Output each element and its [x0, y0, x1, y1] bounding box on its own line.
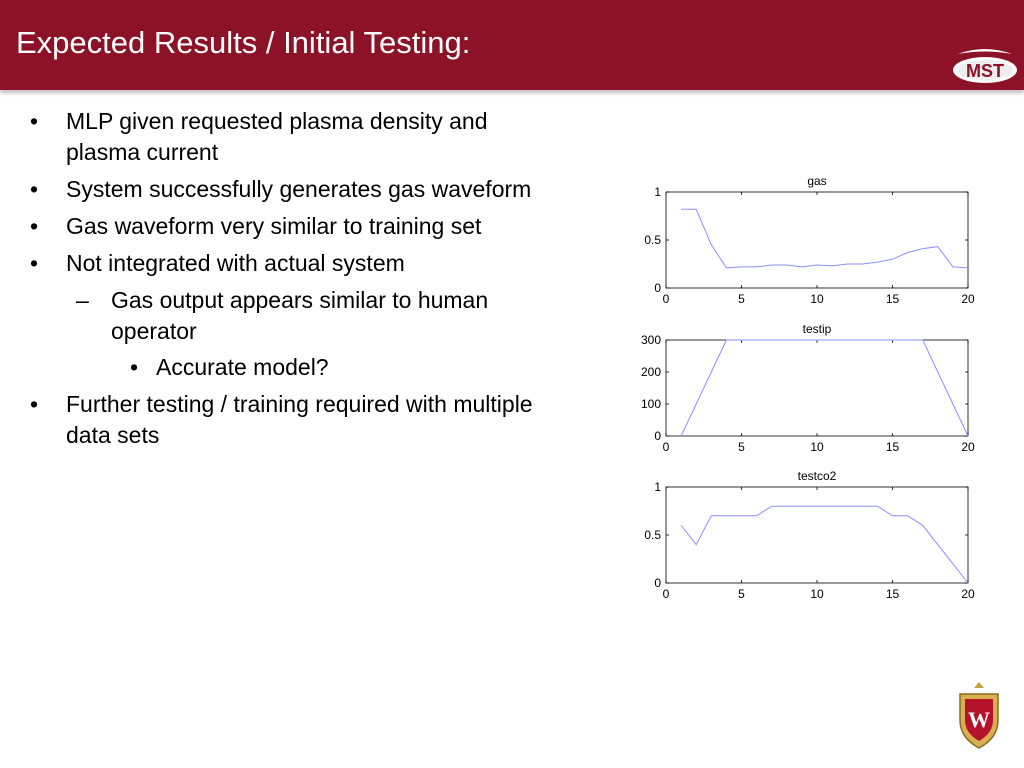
x-tick-label: 0 [663, 440, 670, 454]
title-bar: Expected Results / Initial Testing: MST [0, 0, 1024, 90]
mst-logo-text: MST [966, 61, 1004, 81]
plot-frame [665, 486, 969, 584]
crest-letter: W [968, 707, 990, 732]
x-tick-label: 5 [738, 292, 745, 306]
x-tick-label: 10 [810, 292, 824, 306]
y-tick-label: 0 [654, 429, 661, 443]
bullet-item: • System successfully generates gas wavef… [28, 174, 548, 205]
y-tick-label: 100 [641, 397, 661, 411]
x-tick-label: 5 [738, 587, 745, 601]
x-tick-label: 20 [961, 292, 975, 306]
bullet-text: MLP given requested plasma density and p… [66, 108, 488, 165]
bullet-list: • MLP given requested plasma density and … [28, 106, 548, 457]
bullet-marker: • [30, 213, 39, 239]
chart-title: testip [803, 322, 832, 336]
bullet-item: – Gas output appears similar to human ope… [28, 285, 548, 347]
series-line [680, 339, 969, 437]
bullet-marker: • [130, 354, 139, 380]
plot-frame [665, 191, 969, 289]
bullet-marker: • [30, 176, 39, 202]
x-tick-label: 0 [663, 587, 670, 601]
chart-testco2: testco2 0 5 10 15 20 0 0.5 1 [644, 469, 975, 601]
y-tick-label: 0 [654, 281, 661, 295]
y-tick-label: 300 [641, 333, 661, 347]
uw-crest-logo: W [959, 682, 999, 749]
chart-title: gas [807, 174, 826, 188]
bullet-text: Not integrated with actual system [66, 250, 405, 276]
bullet-item: • Gas waveform very similar to training s… [28, 211, 548, 242]
bullet-item: • Not integrated with actual system [28, 248, 548, 279]
y-tick-label: 1 [654, 185, 661, 199]
x-tick-label: 15 [886, 440, 900, 454]
bullet-item: • MLP given requested plasma density and … [28, 106, 548, 168]
bullet-text: Accurate model? [156, 354, 329, 380]
chart-title: testco2 [798, 469, 837, 483]
x-tick-label: 10 [810, 440, 824, 454]
x-tick-label: 5 [738, 440, 745, 454]
bullet-text: Gas output appears similar to human oper… [111, 287, 489, 344]
bullet-text: System successfully generates gas wavefo… [66, 176, 532, 202]
x-tick-label: 20 [961, 440, 975, 454]
bullet-text: Further testing / training required with… [66, 391, 533, 448]
series-line [681, 208, 969, 269]
chart-gas: gas 0 5 10 15 20 0 0.5 1 [644, 174, 975, 306]
y-tick-label: 0.5 [644, 528, 661, 542]
x-tick-label: 20 [961, 587, 975, 601]
bullet-marker: – [76, 287, 89, 313]
x-tick-label: 15 [886, 587, 900, 601]
slide-title: Expected Results / Initial Testing: [16, 25, 471, 60]
y-tick-label: 200 [641, 365, 661, 379]
y-tick-label: 1 [654, 480, 661, 494]
chart-stack: gas 0 5 10 15 20 0 0.5 1 testip 0 5 10 15 20 0 100 200 300… [620, 160, 1000, 620]
bullet-text: Gas waveform very similar to training se… [66, 213, 482, 239]
bullet-marker: • [30, 108, 39, 134]
bullet-marker: • [30, 250, 39, 276]
bullet-marker: • [30, 391, 39, 417]
y-tick-label: 0 [654, 576, 661, 590]
series-line [680, 505, 969, 584]
bullet-item: • Accurate model? [28, 352, 548, 383]
x-tick-label: 10 [810, 587, 824, 601]
x-tick-label: 0 [663, 292, 670, 306]
x-tick-label: 15 [886, 292, 900, 306]
y-tick-label: 0.5 [644, 233, 661, 247]
plot-frame [665, 339, 969, 437]
mst-logo: MST [953, 49, 1017, 83]
bullet-item: • Further testing / training required wit… [28, 389, 548, 451]
